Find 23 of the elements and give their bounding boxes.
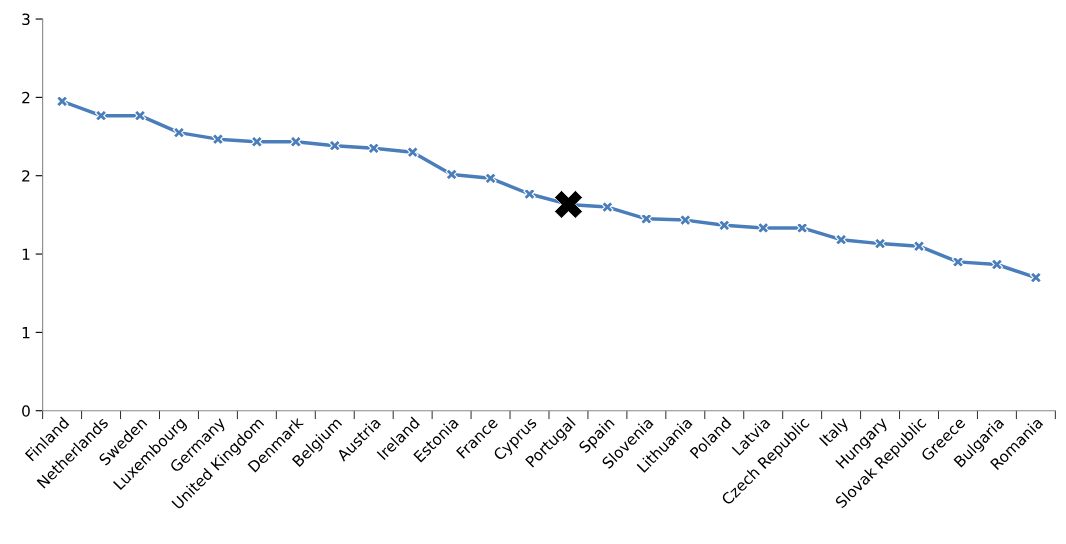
point [912, 240, 926, 253]
point [250, 135, 263, 148]
y-tick-label: 2 [22, 91, 30, 104]
point [289, 135, 302, 148]
y-tick-label: 1 [22, 327, 30, 339]
y-tick-label: 1 [22, 248, 30, 260]
point [640, 212, 653, 225]
point [133, 109, 147, 122]
point [445, 168, 458, 181]
y-tick-label: 2 [22, 170, 30, 182]
y-tick-label: 3 [22, 13, 30, 26]
point [951, 255, 965, 268]
point [718, 219, 731, 232]
point [873, 237, 887, 250]
point [484, 172, 497, 185]
point [679, 213, 692, 227]
point [94, 109, 108, 122]
point [601, 200, 614, 214]
point [990, 258, 1004, 271]
point [172, 126, 186, 139]
point [757, 221, 770, 235]
point [211, 133, 225, 146]
y-tick-label: 0 [22, 405, 30, 417]
